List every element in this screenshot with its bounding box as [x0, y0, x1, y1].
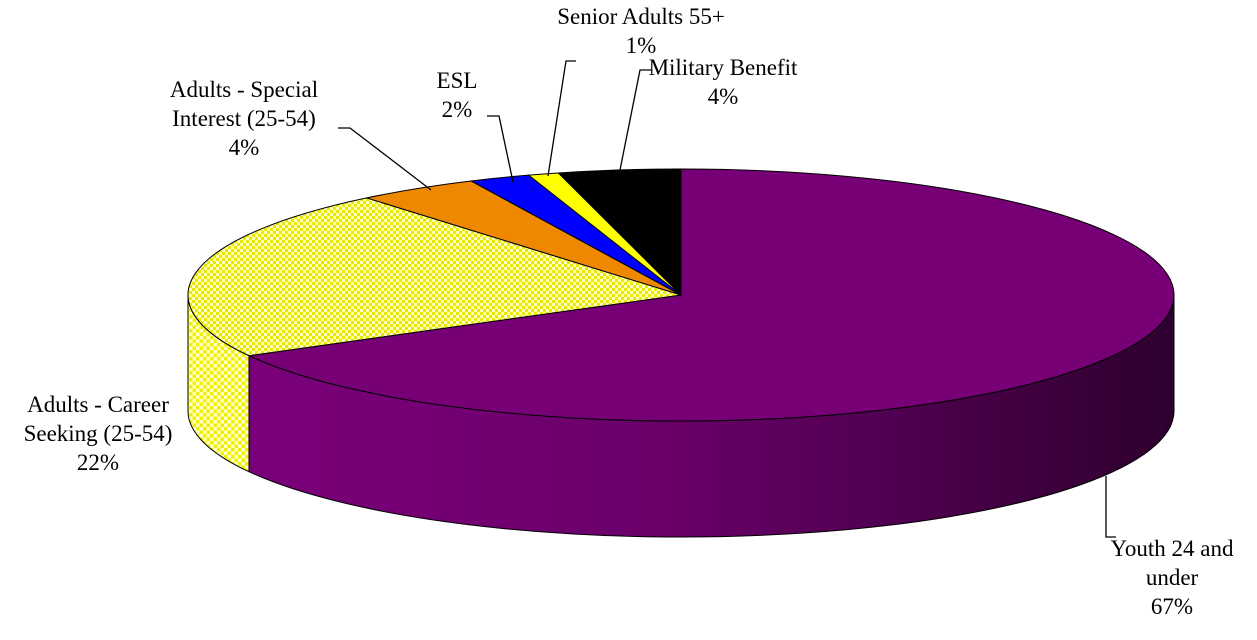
leader-line-2: [338, 127, 432, 191]
slice-labels: Youth 24 and under 67% Adults - Career Seeki…: [24, 4, 1234, 619]
leader-line-5: [619, 69, 652, 171]
pie-top-slices: [187, 168, 1175, 422]
slice-label-3: ESL: [437, 68, 478, 93]
slice-percent-label-5: 4%: [708, 84, 739, 109]
slice-percent-label-2: 4%: [229, 135, 260, 160]
slice-percent-label-4: 1%: [626, 33, 657, 58]
pie-slice-1: [187, 197, 682, 357]
pie-slice-0: [247, 168, 1175, 422]
pie-slice-5: [557, 168, 682, 297]
slice-label-2: Adults - Special: [170, 77, 318, 102]
slice-percent-label-3: 2%: [442, 97, 473, 122]
slice-label-0: Youth 24 and: [1111, 536, 1234, 561]
slice-label-4: Senior Adults 55+: [557, 4, 725, 29]
label-leader-lines: [338, 60, 1116, 538]
slice-label-0: under: [1146, 565, 1199, 590]
leader-line-3: [487, 115, 514, 183]
slice-label-1: Seeking (25-54): [24, 421, 173, 446]
leader-line-4: [547, 60, 576, 177]
slice-label-1: Adults - Career: [27, 392, 169, 417]
leader-line-0: [1105, 476, 1116, 538]
slice-label-2: Interest (25-54): [172, 106, 316, 131]
slice-label-5: Military Benefit: [649, 55, 798, 80]
slice-percent-label-0: 67%: [1151, 594, 1193, 619]
slice-percent-label-1: 22%: [77, 450, 119, 475]
